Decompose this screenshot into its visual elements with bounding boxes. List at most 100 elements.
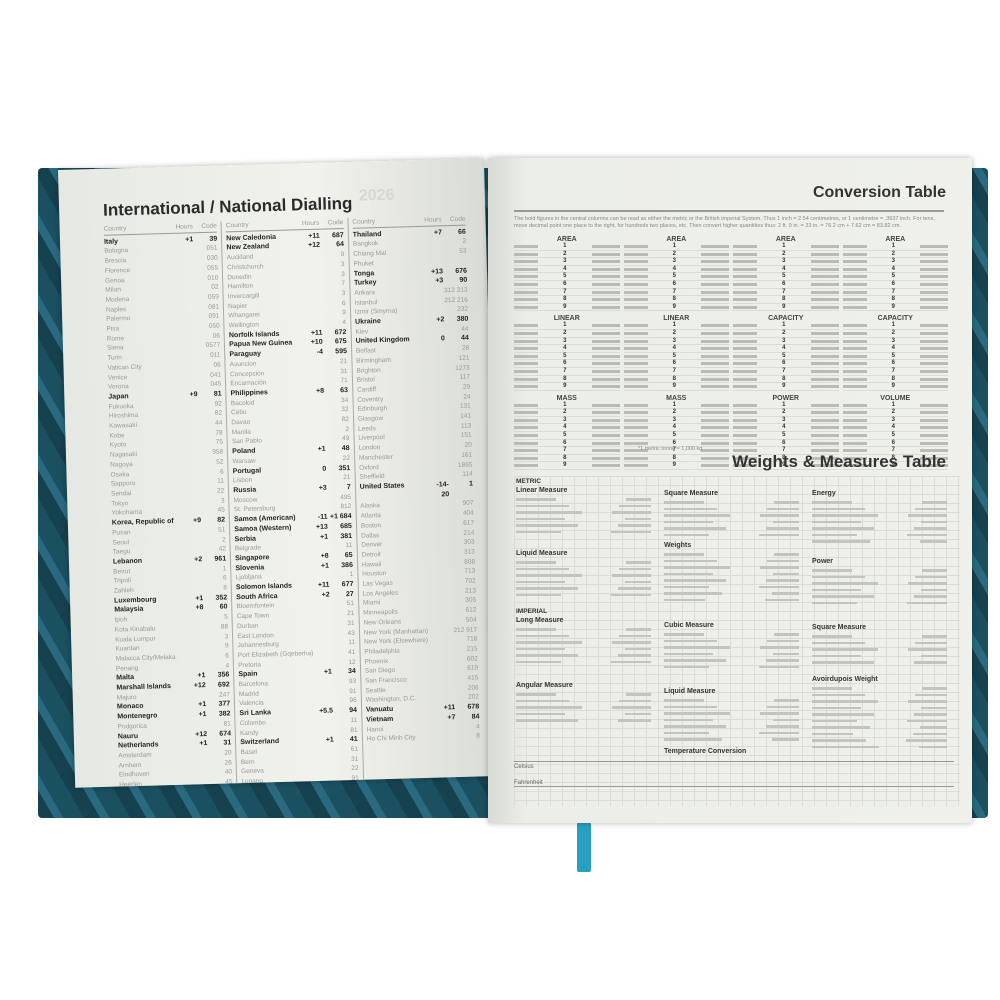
value-left: [514, 252, 538, 256]
value-left: [842, 456, 867, 460]
value-right: [920, 305, 948, 309]
value-right: [591, 449, 620, 453]
value-right: [701, 339, 729, 343]
hours-offset: [313, 639, 331, 649]
hours-offset: +11: [310, 329, 323, 337]
section-liquid-measure: Liquid Measure: [516, 550, 568, 557]
conversion-row: 6: [733, 440, 839, 448]
value-right: [920, 347, 948, 351]
conversion-row: 4: [514, 266, 620, 274]
hours-offset: [181, 439, 199, 449]
value-left: [514, 331, 538, 335]
bookmark-ribbon[interactable]: [577, 810, 591, 872]
value-right: [701, 260, 729, 264]
hours-offset: [304, 309, 322, 319]
fahrenheit-label: Fahrenheit: [514, 780, 954, 787]
value-left: [842, 403, 867, 407]
value-left: [733, 464, 757, 468]
value-left: [842, 385, 867, 389]
value-right: [920, 369, 948, 373]
conversion-row: 4: [514, 345, 620, 353]
index-value: 6: [891, 439, 895, 446]
hours-offset: [428, 393, 446, 403]
index-value: 9: [672, 303, 676, 310]
value-left: [842, 354, 867, 358]
hours-offset: [181, 429, 199, 439]
measure-lines: [812, 633, 947, 666]
value-left: [842, 305, 867, 309]
hours-offset: [316, 765, 334, 775]
value-right: [810, 441, 839, 445]
value-right: [701, 290, 729, 294]
value-right: [920, 464, 948, 468]
conversion-row: 5: [842, 353, 948, 361]
hours-offset: [433, 567, 451, 577]
value-right: [920, 339, 948, 343]
hours-offset: [312, 610, 330, 620]
index-value: 3: [563, 416, 567, 423]
conversion-row: 7: [623, 368, 729, 376]
value-left: [733, 418, 757, 422]
hours-offset: [182, 477, 200, 487]
value-left: [842, 464, 867, 468]
value-right: [810, 449, 839, 453]
conversion-block: AREA 1 2 3 4 5 6 7 8 9: [623, 236, 729, 312]
value-left: [733, 282, 757, 286]
index-value: 3: [563, 258, 567, 265]
index-value: 8: [782, 454, 786, 461]
index-value: 3: [891, 416, 895, 423]
index-value: 6: [891, 360, 895, 367]
value-left: [514, 290, 538, 294]
hours-offset: [432, 509, 450, 519]
conversion-block: LINEAR 1 2 3 4 5 6 7 8 9: [514, 315, 620, 391]
value-right: [810, 456, 839, 460]
value-right: [591, 354, 620, 358]
header-country: Country: [225, 221, 249, 230]
conversion-row: 8: [514, 376, 620, 384]
value-right: [591, 275, 620, 279]
conversion-row: 2: [842, 251, 948, 259]
index-value: 1: [891, 322, 895, 329]
index-value: 3: [672, 258, 676, 265]
hours-offset: [314, 687, 332, 697]
index-value: 8: [891, 454, 895, 461]
conversion-table-title: Conversion Table: [812, 184, 946, 201]
hours-offset: [433, 548, 451, 558]
hours-offset: [429, 432, 447, 442]
value-left: [842, 411, 867, 415]
conversion-row: 1: [842, 402, 948, 410]
value-right: [810, 426, 839, 430]
measure-lines: [516, 691, 651, 724]
hours-offset: [177, 313, 195, 323]
hours-offset: [308, 455, 326, 465]
index-value: 7: [563, 447, 567, 454]
temperature-conversion: Temperature Conversion Celsius Fahrenhei…: [514, 748, 954, 787]
hours-offset: [183, 526, 201, 536]
conversion-row: 9: [733, 462, 839, 471]
hours-offset: +1: [197, 672, 206, 680]
value-right: [810, 362, 839, 366]
value-right: [591, 331, 620, 335]
hours-offset: [437, 694, 455, 704]
index-value: 5: [782, 352, 786, 359]
value-right: [920, 418, 948, 422]
value-left: [733, 245, 757, 248]
hours-offset: [427, 344, 445, 354]
hours-offset: [181, 458, 199, 468]
hours-offset: [434, 597, 452, 607]
index-value: 9: [782, 462, 786, 469]
conversion-block: CAPACITY 1 2 3 4 5 6 7 8 9: [842, 315, 948, 391]
conversion-row: 1: [733, 402, 839, 410]
index-value: 2: [672, 250, 676, 257]
hours-offset: [316, 745, 334, 755]
index-value: 6: [782, 439, 786, 446]
hours-offset: [303, 270, 321, 280]
conversion-row: 3: [623, 258, 729, 266]
index-value: 9: [891, 383, 895, 390]
value-left: [514, 403, 538, 407]
index-value: 8: [563, 375, 567, 382]
conversion-block-title: LINEAR: [553, 315, 580, 323]
value-right: [591, 456, 620, 460]
index-value: 7: [672, 447, 676, 454]
value-left: [623, 449, 648, 453]
